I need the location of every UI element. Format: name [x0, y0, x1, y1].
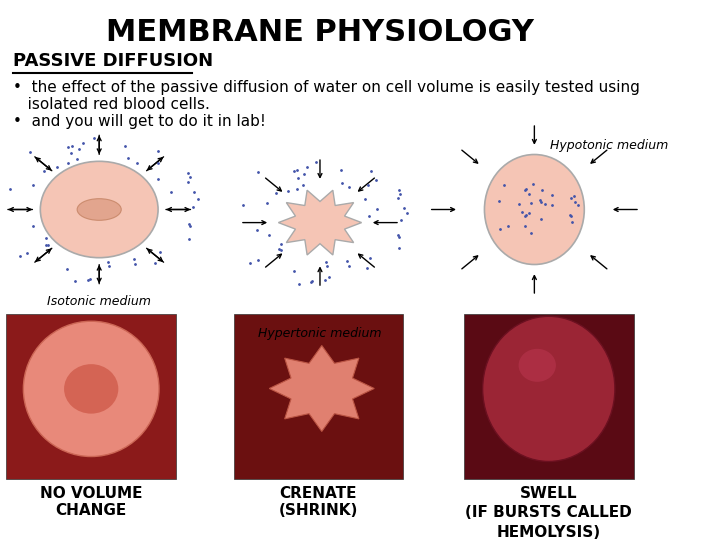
Text: PASSIVE DIFFUSION: PASSIVE DIFFUSION [13, 52, 213, 70]
Text: •  the effect of the passive diffusion of water on cell volume is easily tested : • the effect of the passive diffusion of… [13, 79, 639, 112]
Ellipse shape [485, 154, 585, 265]
Ellipse shape [64, 364, 118, 414]
Ellipse shape [518, 349, 556, 382]
FancyBboxPatch shape [6, 314, 176, 479]
FancyBboxPatch shape [233, 314, 403, 479]
Text: •  and you will get to do it in lab!: • and you will get to do it in lab! [13, 114, 266, 129]
Text: Isotonic medium: Isotonic medium [48, 295, 151, 308]
FancyBboxPatch shape [464, 314, 634, 479]
Text: CRENATE
(SHRINK): CRENATE (SHRINK) [279, 485, 358, 518]
Ellipse shape [23, 321, 159, 456]
Text: Hypertonic medium: Hypertonic medium [258, 327, 382, 340]
Text: HEMOLYSIS): HEMOLYSIS) [497, 525, 600, 540]
Text: Hypotonic medium: Hypotonic medium [550, 139, 669, 152]
Polygon shape [279, 190, 361, 255]
Polygon shape [269, 346, 374, 431]
Text: MEMBRANE PHYSIOLOGY: MEMBRANE PHYSIOLOGY [106, 18, 534, 48]
Text: (IF BURSTS CALLED: (IF BURSTS CALLED [465, 505, 632, 521]
Text: SWELL: SWELL [520, 485, 577, 501]
Ellipse shape [482, 316, 615, 462]
Ellipse shape [40, 161, 158, 258]
Ellipse shape [77, 199, 121, 220]
Text: NO VOLUME
CHANGE: NO VOLUME CHANGE [40, 485, 143, 518]
